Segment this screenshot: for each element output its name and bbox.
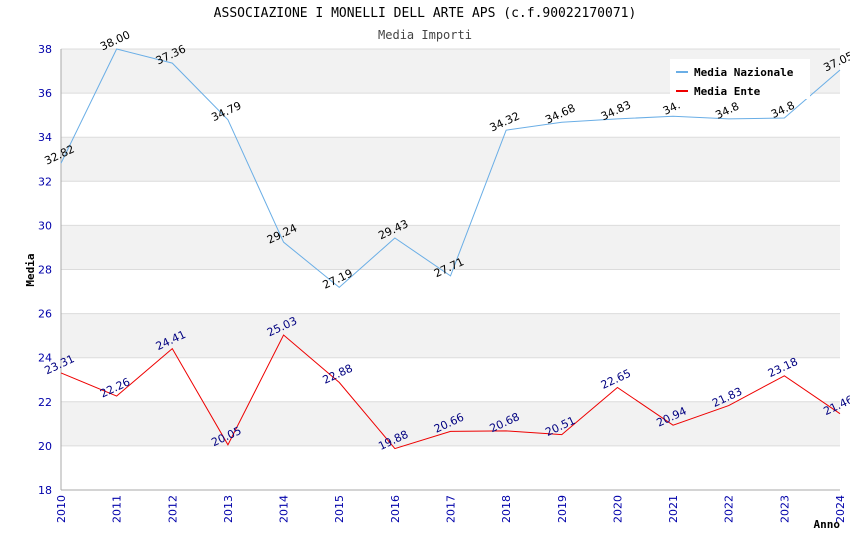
x-tick-label: 2018: [500, 495, 513, 523]
grid-band: [61, 313, 840, 358]
y-tick-labels: 18 20 22 24 26 28 30 32 34 36 38: [38, 43, 52, 497]
y-tick-label: 24: [38, 352, 52, 365]
x-tick-label: 2020: [611, 495, 624, 523]
y-tick-label: 36: [38, 87, 52, 100]
y-tick-label: 20: [38, 440, 52, 453]
y-tick-label: 22: [38, 396, 52, 409]
legend-label-media-ente: Media Ente: [694, 85, 761, 98]
x-tick-label: 2016: [389, 495, 402, 523]
x-tick-label: 2010: [55, 495, 68, 523]
y-axis-label: Media: [24, 253, 37, 286]
grid-bands: [61, 49, 840, 490]
x-tick-label: 2017: [445, 495, 458, 523]
y-tick-label: 38: [38, 43, 52, 56]
y-tick-label: 26: [38, 308, 52, 321]
legend: Media Nazionale Media Ente: [670, 59, 810, 99]
axes: [60, 49, 840, 491]
x-tick-label: 2012: [166, 495, 179, 523]
x-tick-label: 2023: [778, 495, 791, 523]
x-tick-label: 2024: [834, 495, 847, 523]
y-tick-label: 28: [38, 264, 52, 277]
y-tick-label: 18: [38, 484, 52, 497]
x-tick-label: 2021: [667, 495, 680, 523]
series-line-media-ente: [60, 334, 841, 450]
grid-band: [61, 445, 840, 490]
legend-background: [670, 59, 810, 99]
grid-band: [61, 137, 840, 182]
series-line-media-nazionale: [60, 48, 841, 289]
x-tick-label: 2015: [333, 495, 346, 523]
grid-band: [61, 93, 840, 138]
grid-band: [61, 401, 840, 446]
x-tick-label: 2011: [111, 495, 124, 523]
x-tick-label: 2022: [723, 495, 736, 523]
legend-label-media-nazionale: Media Nazionale: [694, 66, 794, 79]
y-tick-label: 34: [38, 131, 52, 144]
grid-band: [61, 225, 840, 270]
x-tick-labels: 2010 2011 2012 2013 2014 2015 2016 2017 2018 2019…: [55, 495, 847, 523]
y-tick-label: 32: [38, 175, 52, 188]
series-group: [60, 48, 841, 450]
x-tick-label: 2019: [556, 495, 569, 523]
x-tick-label: 2013: [222, 495, 235, 523]
grid-band: [61, 269, 840, 314]
x-axis-label: Anno: [814, 518, 841, 531]
chart-title: ASSOCIAZIONE I MONELLI DELL ARTE APS (c.…: [213, 6, 637, 21]
chart-subtitle: Media Importi: [378, 28, 472, 42]
grid-band: [61, 181, 840, 226]
x-tick-label: 2014: [278, 495, 291, 523]
y-tick-label: 30: [38, 219, 52, 232]
